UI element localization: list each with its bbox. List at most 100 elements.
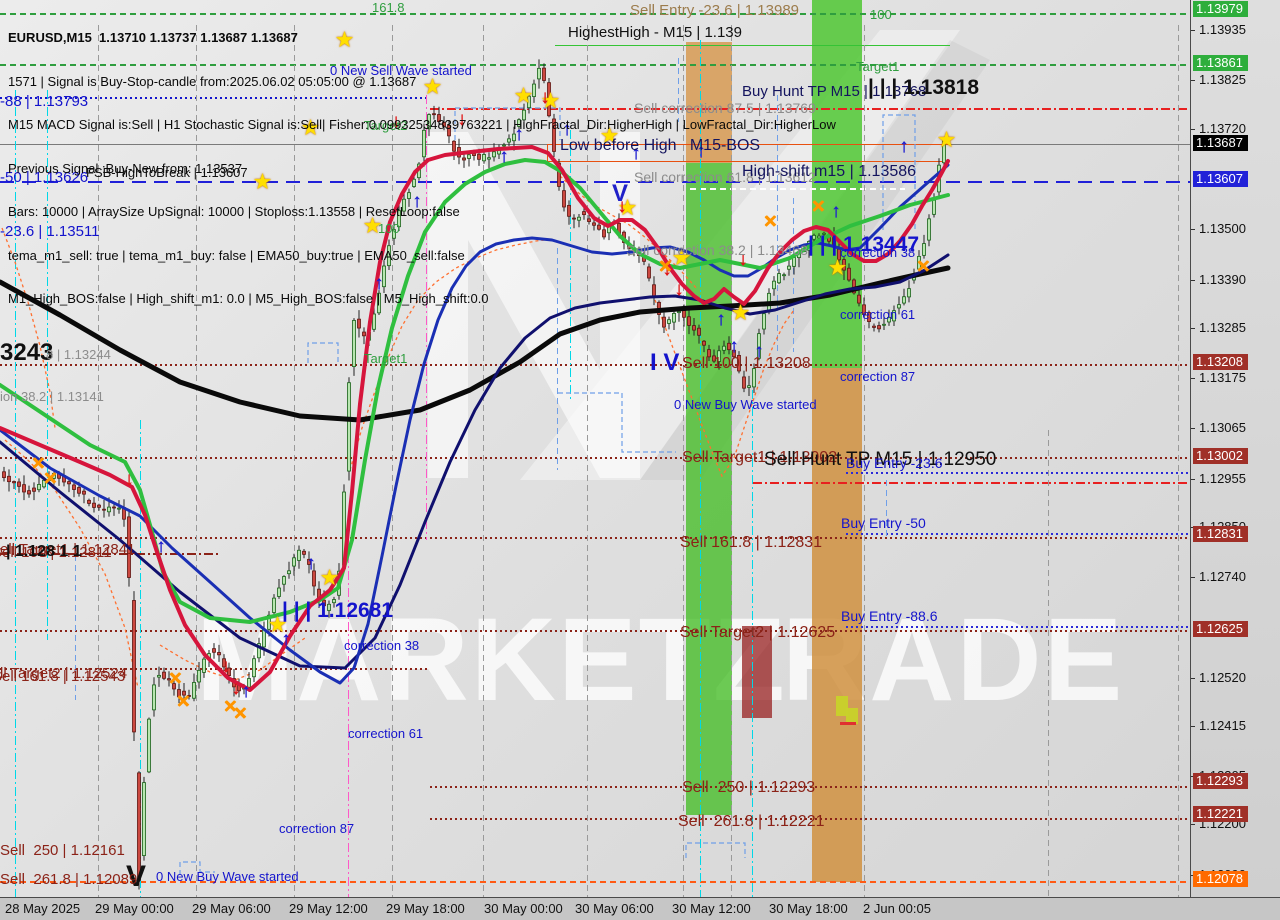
buy-arrow-icon: ↑: [241, 681, 251, 702]
candle: [52, 470, 56, 485]
prev-signal-line: Previous Signal :Buy-New from: 1.13537: [8, 160, 243, 176]
candle: [302, 549, 306, 559]
star-icon: ★: [254, 172, 272, 193]
candle: [592, 219, 596, 231]
candle: [142, 776, 146, 861]
candle: [252, 655, 256, 683]
time-tick-label: 30 May 18:00: [769, 901, 848, 916]
sar-dots-layer: [1, 175, 795, 689]
time-tick-label: 29 May 06:00: [192, 901, 271, 916]
price-tick-mark: [1191, 577, 1195, 579]
chart-annotation: Buy Hunt TP M15 | 1.13768: [742, 83, 927, 100]
signal-zone: [846, 708, 858, 724]
chart-annotation: Sell Hunt TP M15 | 1.12950: [764, 449, 997, 470]
candle: [847, 263, 851, 282]
candle: [382, 260, 386, 293]
grid-vline: [557, 248, 558, 470]
chart-annotation: High-shift m15 | 1.13586: [742, 163, 917, 180]
candle: [902, 288, 906, 306]
candle: [517, 118, 521, 131]
time-tick-label: 28 May 2025: [5, 901, 81, 916]
buy-arrow-icon: ↑: [499, 146, 509, 167]
candle: [437, 106, 441, 126]
level-line: [547, 144, 948, 145]
candle: [87, 498, 91, 507]
chart-annotation: Sell Target1 | 1.13002: [682, 449, 838, 466]
chart-canvas[interactable]: MARKETZ RADE ★ ★ ★ ★ ★ ★ ★ ★ ★ ★ ★ ★ ★ ★ ★ ↑ ↑ ↑ ↑ ↑ ↑ ↑ ↑ ↑ ↑ ↑ ↑…: [0, 0, 1190, 897]
time-scale[interactable]: 28 May 2025 29 May 00:00 29 May 06:00 29 Ma…: [0, 897, 1280, 920]
candle: [7, 469, 11, 492]
fractal-box: [179, 861, 215, 875]
candle: [882, 317, 886, 330]
star-icon: ★: [336, 30, 354, 51]
buy-arrow-icon: ↑: [412, 191, 422, 212]
level-price-badge: 1.13208: [1193, 353, 1248, 370]
chart-annotation: Target2: [364, 118, 408, 133]
candle: [387, 239, 391, 270]
candle: [672, 309, 676, 330]
candle: [922, 234, 926, 259]
grid-vline: [15, 90, 16, 897]
star-icon: ★: [364, 216, 382, 237]
candle: [777, 268, 781, 284]
buy-arrow-icon: ↑: [899, 136, 909, 157]
chart-annotation: correction 38: [840, 245, 916, 260]
candle: [12, 480, 16, 489]
candle: [177, 683, 181, 704]
current-price-badge: 1.13687: [1193, 134, 1248, 151]
candle: [712, 349, 716, 363]
grid-vline: [392, 25, 393, 897]
candle: [442, 116, 446, 131]
star-icon: ★: [515, 86, 533, 107]
chart-annotation: Sell 250 | 1.12161: [0, 842, 125, 859]
sar-path: [159, 637, 306, 681]
level-line: [0, 97, 430, 99]
price-tick-label: 1.12520: [1199, 669, 1246, 685]
level-line: [0, 553, 218, 555]
candle: [877, 321, 881, 333]
candle: [522, 103, 526, 128]
candle: [527, 94, 531, 114]
close-signal-icon: ✕: [168, 669, 183, 688]
chart-annotation: -88 | 1.13793: [0, 93, 89, 110]
level-line: [0, 13, 1190, 15]
chart-annotation: Sell 250 | 1.12293: [682, 779, 816, 796]
wave-letter-marker: V: [612, 180, 629, 207]
symbol-info-header: EURUSD,M15 1.13710 1.13737 1.13687 1.136…: [8, 2, 836, 336]
level-lines-layer: [0, 13, 1190, 897]
time-tick-label: 30 May 00:00: [484, 901, 563, 916]
candle: [697, 324, 701, 344]
candle: [272, 594, 276, 617]
candle: [812, 233, 816, 242]
grid-vline: [348, 520, 349, 897]
bars-line: Bars: 10000 | ArraySize UpSignal: 10000 …: [8, 204, 460, 219]
signal-zone: [840, 722, 856, 725]
price-tick-label: 1.13825: [1199, 72, 1246, 88]
buy-arrow-icon: ↑: [306, 553, 316, 574]
candle: [752, 363, 756, 393]
price-tick-mark: [1191, 428, 1195, 430]
star-icon: ★: [601, 126, 619, 147]
candle: [747, 375, 751, 397]
candle: [507, 134, 511, 147]
buy-arrow-icon: ↑: [729, 336, 739, 357]
candle: [547, 78, 551, 118]
candle: [72, 480, 76, 498]
ma-blue: [0, 163, 950, 685]
price-tick-mark: [1191, 677, 1195, 679]
star-icon: ★: [542, 91, 560, 112]
grid-vline: [1178, 25, 1179, 897]
buy-arrow-icon: ↑: [754, 341, 764, 362]
chart-annotation: | | | 1.12681: [282, 599, 394, 622]
chart-annotation: 0 New Buy Wave started: [156, 869, 299, 884]
buy-arrow-icon: ↑: [631, 143, 641, 164]
candle: [397, 202, 401, 231]
sell-arrow-icon: ↓: [674, 279, 684, 300]
chart-annotation: Sell 161.8 | 1.12831: [680, 534, 823, 551]
candle: [187, 689, 191, 700]
signal-zones-layer: [686, 0, 862, 882]
level-line: [0, 64, 1190, 66]
price-scale[interactable]: 1.13935 1.13825 1.13720 1.13500 1.13390 1.132…: [1190, 0, 1280, 897]
star-icon: ★: [321, 568, 339, 589]
watermark-red-bar-icon: [742, 626, 772, 718]
